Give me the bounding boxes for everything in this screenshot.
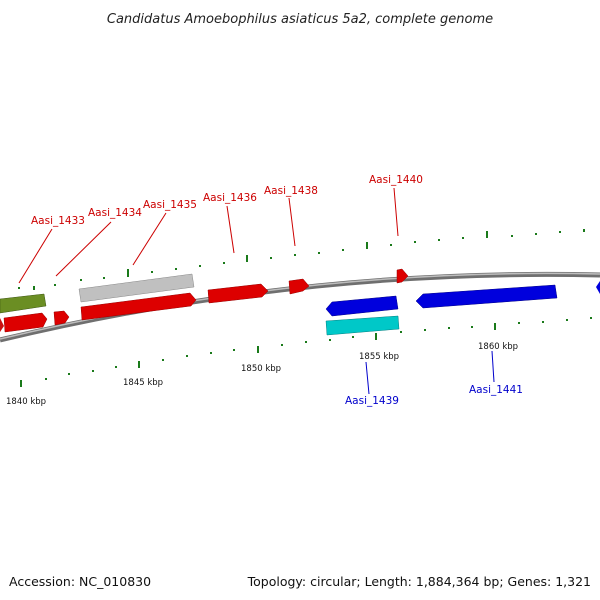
gene-block-cyan[interactable] [325,315,400,336]
gene-arrow-forward[interactable] [0,318,4,332]
kbp-label: 1845 kbp [123,378,163,388]
gene-label-forward[interactable]: Aasi_1434 [88,207,142,219]
gene-block-grey[interactable] [78,273,195,303]
tick [375,333,377,340]
leader-line [226,205,235,254]
label-leaders [18,187,399,284]
tick [400,331,402,333]
tick [80,279,82,281]
tick [414,241,416,243]
gene-features [0,268,600,336]
tick [518,322,520,324]
gene-label-forward[interactable]: Aasi_1438 [264,185,318,197]
kbp-label: 1850 kbp [241,364,281,374]
kbp-labels: 1840 kbp 1845 kbp 1850 kbp 1855 kbp 1860… [6,342,518,407]
gene-arrow-forward[interactable] [396,268,409,284]
gene-labels: Aasi_1433 Aasi_1434 Aasi_1435 Aasi_1436 … [31,174,523,407]
tick [68,373,70,375]
tick [223,262,225,264]
gene-arrow-forward[interactable] [3,312,48,333]
tick [305,341,307,343]
tick [138,361,140,368]
tick [486,231,488,238]
gene-label-forward[interactable]: Aasi_1440 [369,174,423,186]
accession-text: Accession: NC_010830 [9,574,151,589]
tick [151,271,153,273]
map-title: Candidatus Amoebophilus asiaticus 5a2, c… [107,12,493,27]
tick [246,255,248,262]
kbp-label: 1855 kbp [359,352,399,362]
tick [127,269,129,277]
gene-arrow-forward[interactable] [207,283,269,304]
tick [233,349,235,351]
label-leaders-reverse [365,350,495,395]
gene-label-forward[interactable]: Aasi_1436 [203,192,257,204]
tick [448,327,450,329]
tick [566,319,568,321]
tick [366,242,368,249]
gene-block-green[interactable] [0,293,47,314]
tick [559,231,561,233]
tick [18,287,20,289]
tick [342,249,344,251]
gene-arrow-reverse[interactable] [325,295,399,317]
tick [210,352,212,354]
leader-line [18,228,53,284]
leader-line [55,221,112,277]
leader-line [365,361,370,395]
leader-line [491,350,495,383]
tick [462,237,464,239]
leader-line [288,197,296,247]
gene-label-forward[interactable]: Aasi_1435 [143,199,197,211]
tick [318,252,320,254]
tick [511,235,513,237]
tick [103,277,105,279]
tick [438,239,440,241]
tick [535,233,537,235]
kbp-label: 1860 kbp [478,342,518,352]
tick [186,355,188,357]
tick [270,257,272,259]
gene-arrow-forward[interactable] [53,310,70,326]
tick [390,244,392,246]
kbp-label: 1840 kbp [6,397,46,407]
tick [294,254,296,256]
gene-label-forward[interactable]: Aasi_1433 [31,215,85,227]
gene-label-reverse[interactable]: Aasi_1441 [469,384,523,396]
tick [92,370,94,372]
tick [115,366,117,368]
tick [281,344,283,346]
tick [352,336,354,338]
tick [424,329,426,331]
tick [583,229,585,232]
tick [471,326,473,328]
gene-arrow-forward[interactable] [288,278,310,295]
gene-arrow-reverse[interactable] [415,284,558,309]
tick [590,317,592,319]
tick [162,359,164,361]
tick [257,346,259,353]
inner-tick-row [20,317,592,387]
tick [33,286,35,290]
gene-arrow-forward[interactable] [80,292,197,321]
tick [20,380,22,387]
tick [199,265,201,267]
tick [175,268,177,270]
gene-label-reverse[interactable]: Aasi_1439 [345,395,399,407]
tick [494,323,496,330]
tick [542,321,544,323]
leader-line [393,187,399,237]
tick [54,284,56,286]
topology-summary: Topology: circular; Length: 1,884,364 bp… [247,574,591,589]
gene-arrow-reverse[interactable] [596,281,600,294]
leader-line [132,212,167,266]
tick [45,378,47,380]
outer-tick-row [18,229,585,290]
tick [329,339,331,341]
